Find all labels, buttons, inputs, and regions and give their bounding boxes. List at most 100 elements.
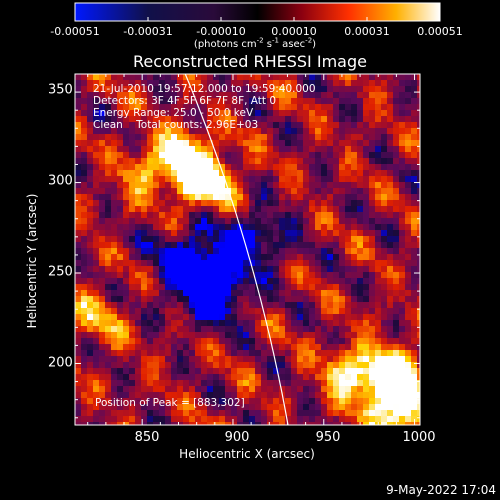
heatmap-cell <box>339 236 346 243</box>
heatmap-cell <box>267 200 274 207</box>
heatmap-cell <box>303 422 310 425</box>
heatmap-cell <box>237 284 244 291</box>
heatmap-cell <box>249 104 256 111</box>
heatmap-cell <box>321 164 328 171</box>
heatmap-cell <box>321 332 328 339</box>
heatmap-cell <box>87 254 94 261</box>
heatmap-cell <box>225 158 232 165</box>
heatmap-cell <box>291 206 298 213</box>
colorbar-tick-label: -0.00031 <box>123 25 173 38</box>
heatmap-cell <box>321 356 328 363</box>
heatmap-cell <box>357 170 364 177</box>
heatmap-cell <box>165 152 172 159</box>
heatmap-cell <box>309 170 316 177</box>
heatmap-cell <box>315 224 322 231</box>
heatmap-cell <box>279 86 286 93</box>
heatmap-cell <box>87 410 94 417</box>
heatmap-cell <box>123 284 130 291</box>
heatmap-cell <box>117 92 124 99</box>
heatmap-cell <box>105 74 112 81</box>
heatmap-cell <box>189 332 196 339</box>
heatmap-cell <box>297 242 304 249</box>
heatmap-cell <box>357 158 364 165</box>
heatmap-cell <box>279 134 286 141</box>
heatmap-cell <box>243 170 250 177</box>
heatmap-cell <box>105 134 112 141</box>
heatmap-cell <box>315 110 322 117</box>
heatmap-cell <box>417 296 420 303</box>
heatmap-cell <box>267 254 274 261</box>
heatmap-cell <box>225 278 232 285</box>
heatmap-cell <box>279 182 286 189</box>
heatmap-cell <box>231 188 238 195</box>
heatmap-cell <box>195 422 202 425</box>
heatmap-cell <box>105 122 112 129</box>
heatmap-cell <box>237 260 244 267</box>
heatmap-cell <box>375 344 382 351</box>
heatmap-cell <box>195 218 202 225</box>
heatmap-cell <box>201 248 208 255</box>
heatmap-cell <box>93 104 100 111</box>
heatmap-cell <box>357 230 364 237</box>
heatmap-cell <box>315 356 322 363</box>
heatmap-cell <box>309 224 316 231</box>
heatmap-cell <box>333 266 340 273</box>
heatmap-cell <box>195 236 202 243</box>
heatmap-cell <box>207 194 214 201</box>
heatmap-cell <box>417 392 420 399</box>
heatmap-cell <box>159 290 166 297</box>
heatmap-cell <box>351 344 358 351</box>
heatmap-cell <box>87 218 94 225</box>
heatmap-cell <box>405 152 412 159</box>
heatmap-cell <box>351 254 358 261</box>
heatmap-cell <box>303 206 310 213</box>
heatmap-cell <box>351 248 358 255</box>
heatmap-cell <box>135 410 142 417</box>
heatmap-cell <box>279 422 286 425</box>
heatmap-cell <box>273 122 280 129</box>
heatmap-cell <box>159 404 166 411</box>
heatmap-cell <box>375 368 382 375</box>
heatmap-cell <box>195 356 202 363</box>
heatmap-cell <box>237 80 244 87</box>
heatmap-cell <box>237 212 244 219</box>
heatmap-cell <box>147 278 154 285</box>
heatmap-cell <box>165 206 172 213</box>
heatmap-cell <box>165 350 172 357</box>
heatmap-cell <box>291 182 298 189</box>
heatmap-cell <box>267 278 274 285</box>
heatmap-cell <box>111 248 118 255</box>
heatmap-cell <box>123 116 130 123</box>
heatmap-cell <box>333 368 340 375</box>
heatmap-cell <box>93 422 100 425</box>
heatmap-cell <box>375 398 382 405</box>
heatmap-cell <box>249 338 256 345</box>
heatmap-cell <box>231 404 238 411</box>
heatmap-cell <box>135 122 142 129</box>
heatmap-cell <box>135 374 142 381</box>
heatmap-cell <box>411 290 418 297</box>
heatmap-cell <box>297 266 304 273</box>
heatmap-cell <box>249 290 256 297</box>
heatmap-cell <box>171 296 178 303</box>
heatmap-cell <box>327 410 334 417</box>
heatmap-cell <box>267 110 274 117</box>
heatmap-cell <box>363 398 370 405</box>
info-line-detectors: Detectors: 3F 4F 5F 6F 7F 8F, Att 0 <box>93 95 277 107</box>
heatmap-cell <box>93 260 100 267</box>
heatmap-cell <box>231 122 238 129</box>
heatmap-cell <box>291 80 298 87</box>
heatmap-cell <box>159 386 166 393</box>
heatmap-cell <box>375 266 382 273</box>
heatmap-cell <box>333 278 340 285</box>
heatmap-cell <box>369 410 376 417</box>
heatmap-cell <box>201 410 208 417</box>
heatmap-cell <box>321 194 328 201</box>
heatmap-cell <box>183 350 190 357</box>
heatmap-cell <box>351 302 358 309</box>
heatmap-cell <box>309 230 316 237</box>
heatmap-cell <box>345 176 352 183</box>
heatmap-cell <box>141 284 148 291</box>
heatmap-cell <box>327 344 334 351</box>
heatmap-cell <box>255 170 262 177</box>
